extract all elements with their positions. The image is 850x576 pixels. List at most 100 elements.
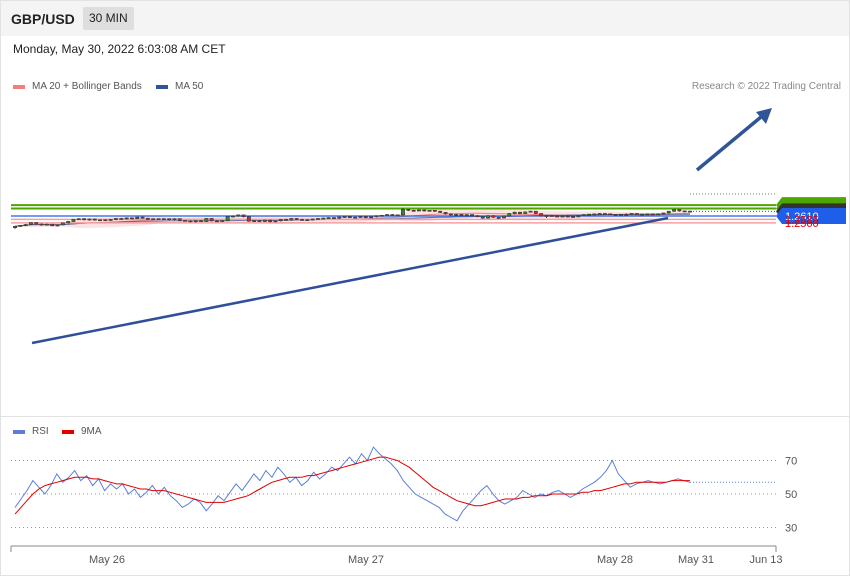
x-tick-label: May 26	[89, 554, 125, 566]
candle-body	[130, 217, 134, 220]
candle-body	[656, 213, 661, 216]
candle-body	[576, 215, 581, 218]
candle-body	[512, 211, 517, 214]
candle-body	[501, 215, 506, 219]
candle-body	[448, 213, 453, 216]
candle-body	[124, 217, 129, 220]
candle-body	[613, 214, 618, 216]
candle-body	[634, 213, 639, 215]
candle-body	[183, 220, 187, 222]
candle-body	[528, 210, 533, 213]
candle-body	[629, 213, 634, 215]
candle-body	[193, 220, 198, 223]
candle-body	[438, 210, 443, 213]
candle-body	[44, 223, 49, 226]
candle-body	[103, 219, 108, 222]
candle-body	[114, 218, 118, 220]
candle-body	[592, 213, 597, 216]
candle-body	[544, 215, 549, 217]
candle-body	[172, 218, 177, 220]
candle-body	[135, 216, 140, 220]
support-label: 1.2585	[785, 214, 819, 226]
candle-body	[273, 220, 278, 223]
rsi-tick-label: 50	[785, 489, 797, 501]
candle-body	[624, 214, 629, 216]
candle-body	[432, 210, 437, 212]
candle-body	[682, 210, 687, 213]
candle-body	[300, 219, 304, 221]
candle-body	[369, 216, 374, 219]
candle-body	[39, 223, 44, 226]
ma20-legend-label: MA 20 + Bollinger Bands	[32, 81, 142, 92]
trend-line	[31, 216, 669, 345]
support-label: 1.2560	[785, 218, 819, 230]
symbol-label: GBP/USD	[11, 11, 75, 27]
candle-body	[177, 218, 182, 221]
candle-body	[517, 211, 522, 214]
candle-body	[459, 214, 464, 216]
pivot-label: 1.2610	[785, 211, 819, 223]
candle-body	[294, 218, 299, 220]
candle-body	[486, 215, 490, 219]
candle-body	[464, 214, 469, 216]
candle-body	[411, 210, 416, 212]
candle-body	[231, 215, 235, 218]
candle-body	[587, 213, 592, 216]
candle-body	[60, 222, 65, 226]
candle-body	[406, 209, 411, 211]
candle-body	[98, 219, 103, 222]
legend-ma50: MA 50	[156, 81, 203, 92]
rsi-legend-label: RSI	[32, 426, 49, 437]
candle-body	[220, 220, 225, 222]
candle-body	[315, 218, 320, 220]
candle-body	[353, 216, 358, 219]
pivot-tag	[776, 208, 846, 224]
candle-body	[523, 211, 528, 214]
credit-label: Research © 2022 Trading Central	[691, 81, 841, 92]
candle-body	[188, 220, 193, 223]
candle-body	[422, 209, 427, 212]
rsi-line	[14, 446, 691, 522]
candle-body	[470, 214, 474, 217]
candle-body	[140, 216, 145, 219]
candle-body	[416, 209, 421, 212]
timeframe-button[interactable]: 30 MIN	[83, 7, 134, 30]
candle-body	[321, 217, 326, 220]
ma20-swatch	[13, 84, 25, 89]
candle-body	[443, 212, 448, 215]
candle-body	[677, 209, 682, 212]
candle-body	[326, 217, 331, 219]
candle-body	[331, 217, 336, 219]
ma50-legend-label: MA 50	[175, 81, 204, 92]
header-bar	[1, 1, 849, 36]
candle-body	[119, 218, 124, 220]
candle-body	[454, 214, 459, 216]
candle-body	[379, 215, 384, 217]
candle-body	[92, 218, 97, 221]
bollinger-band	[15, 208, 690, 228]
candle-body	[560, 215, 565, 218]
candle-body	[236, 214, 241, 217]
candle-body	[151, 218, 156, 220]
candle-body	[618, 214, 623, 216]
projection-arrow-shaft	[695, 115, 763, 172]
candle-body	[539, 213, 544, 217]
candle-body	[507, 213, 512, 217]
candle-body	[209, 218, 214, 222]
candle-body	[581, 214, 586, 216]
candle-body	[34, 222, 39, 225]
candle-body	[305, 219, 310, 221]
candle-body	[310, 218, 315, 221]
candle-body	[28, 222, 33, 225]
candle-body	[666, 210, 671, 214]
candle-body	[672, 209, 677, 212]
datetime-label: Monday, May 30, 2022 6:03:08 AM CET	[13, 42, 226, 56]
candle-body	[284, 219, 288, 221]
candle-body	[565, 215, 570, 218]
candle-body	[385, 214, 389, 216]
rsi-tick-label: 30	[785, 523, 797, 535]
candle-body	[390, 214, 395, 216]
candle-body	[76, 218, 81, 220]
candle-body	[395, 214, 400, 217]
